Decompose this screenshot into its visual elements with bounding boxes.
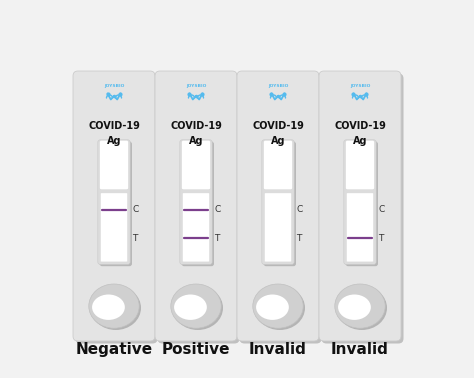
FancyBboxPatch shape — [155, 71, 237, 341]
FancyBboxPatch shape — [344, 140, 376, 264]
Ellipse shape — [337, 286, 387, 330]
Text: T: T — [132, 234, 137, 243]
Text: Ag: Ag — [189, 136, 203, 147]
FancyBboxPatch shape — [100, 193, 128, 262]
Ellipse shape — [92, 294, 125, 320]
Text: JOYSBIO: JOYSBIO — [104, 84, 124, 87]
FancyBboxPatch shape — [237, 71, 319, 341]
Ellipse shape — [173, 286, 223, 330]
FancyBboxPatch shape — [180, 140, 212, 264]
Text: Ag: Ag — [353, 136, 367, 147]
FancyBboxPatch shape — [346, 193, 374, 262]
Text: Invalid: Invalid — [249, 342, 307, 357]
FancyBboxPatch shape — [239, 73, 321, 344]
Text: C: C — [378, 205, 384, 214]
FancyBboxPatch shape — [75, 73, 157, 344]
FancyBboxPatch shape — [100, 140, 128, 190]
Text: T: T — [296, 234, 301, 243]
FancyBboxPatch shape — [321, 73, 403, 344]
FancyBboxPatch shape — [262, 140, 294, 264]
FancyBboxPatch shape — [346, 142, 378, 266]
Text: Positive: Positive — [162, 342, 230, 357]
FancyBboxPatch shape — [182, 193, 210, 262]
FancyBboxPatch shape — [264, 142, 296, 266]
Ellipse shape — [91, 286, 141, 330]
Text: COVID-19: COVID-19 — [252, 121, 304, 131]
FancyBboxPatch shape — [73, 71, 155, 341]
FancyBboxPatch shape — [264, 193, 292, 262]
FancyBboxPatch shape — [98, 140, 130, 264]
Ellipse shape — [256, 294, 289, 320]
FancyBboxPatch shape — [264, 140, 292, 190]
Text: Ag: Ag — [107, 136, 121, 147]
Ellipse shape — [174, 294, 207, 320]
Text: COVID-19: COVID-19 — [88, 121, 140, 131]
Text: C: C — [214, 205, 220, 214]
Text: JOYSBIO: JOYSBIO — [268, 84, 288, 87]
Text: COVID-19: COVID-19 — [170, 121, 222, 131]
Text: COVID-19: COVID-19 — [334, 121, 386, 131]
Ellipse shape — [335, 284, 385, 328]
Text: C: C — [132, 205, 138, 214]
Text: T: T — [214, 234, 219, 243]
FancyBboxPatch shape — [346, 140, 374, 190]
Text: T: T — [378, 234, 383, 243]
FancyBboxPatch shape — [182, 140, 210, 190]
Text: Ag: Ag — [271, 136, 285, 147]
Ellipse shape — [171, 284, 221, 328]
FancyBboxPatch shape — [157, 73, 239, 344]
Text: C: C — [296, 205, 302, 214]
FancyBboxPatch shape — [100, 142, 132, 266]
Text: Invalid: Invalid — [331, 342, 389, 357]
Ellipse shape — [338, 294, 371, 320]
Ellipse shape — [255, 286, 305, 330]
Text: Negative: Negative — [75, 342, 153, 357]
Text: JOYSBIO: JOYSBIO — [186, 84, 206, 87]
FancyBboxPatch shape — [182, 142, 214, 266]
Text: JOYSBIO: JOYSBIO — [350, 84, 370, 87]
Ellipse shape — [89, 284, 139, 328]
FancyBboxPatch shape — [319, 71, 401, 341]
Ellipse shape — [253, 284, 303, 328]
